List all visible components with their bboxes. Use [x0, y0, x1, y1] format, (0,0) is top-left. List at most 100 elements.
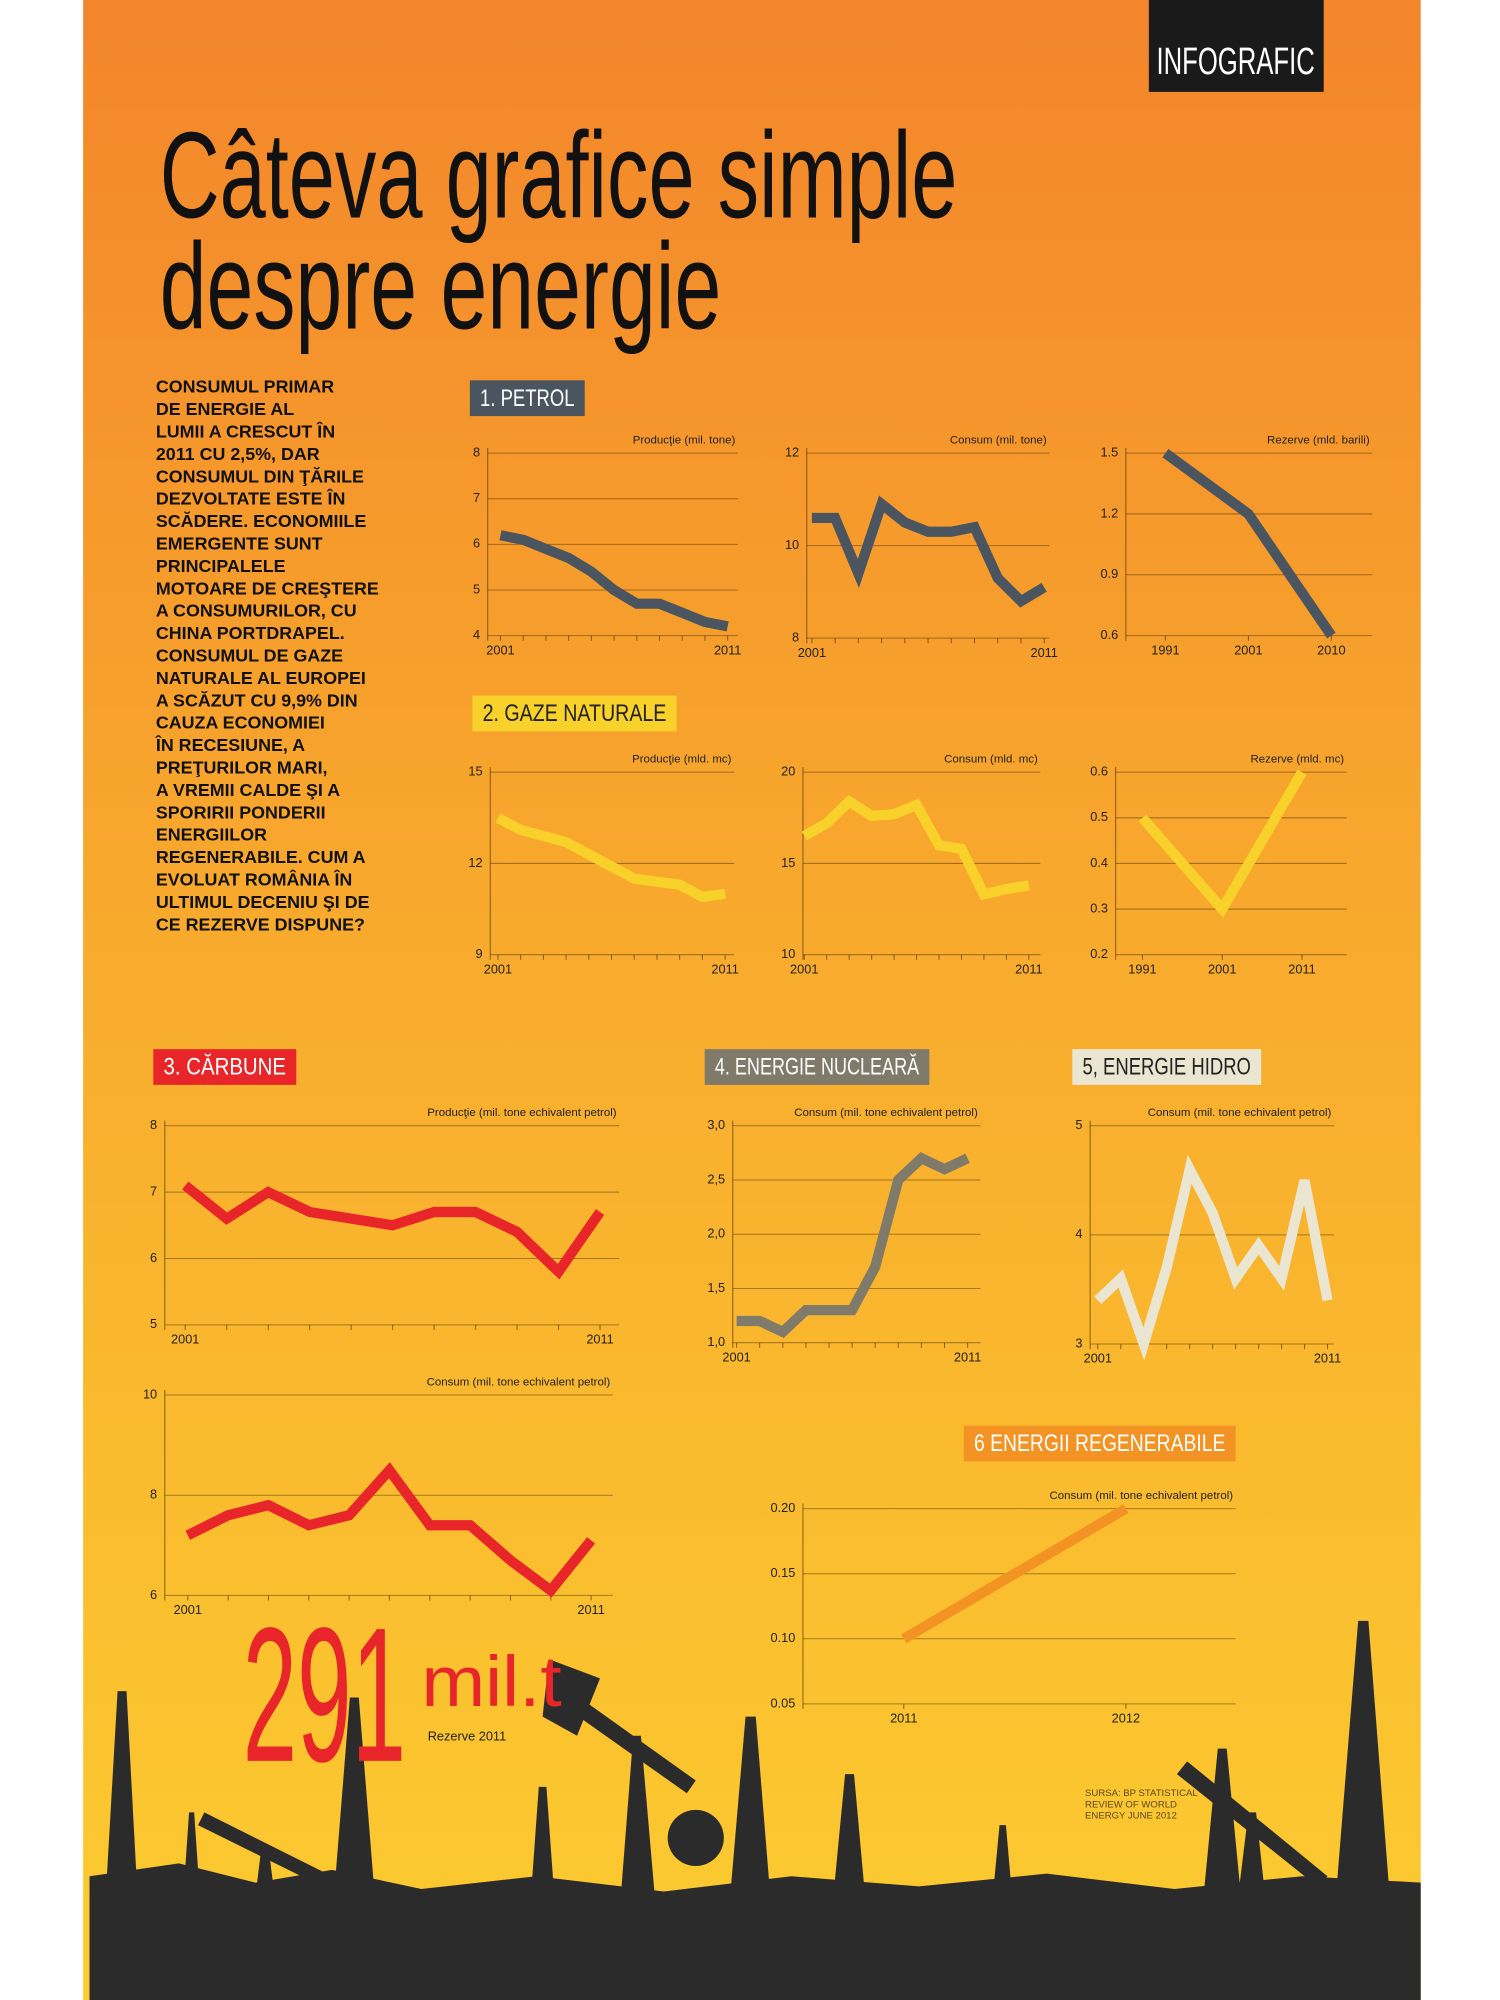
- y-tick-label: 5: [1075, 1117, 1082, 1132]
- data-line: [1138, 769, 1307, 918]
- intro-line: SCĂDERE. ECONOMIILE: [156, 510, 366, 531]
- section-box: [704, 1049, 930, 1085]
- x-tick-label: 2001: [171, 1332, 199, 1347]
- pumpjack: [542, 1659, 724, 2000]
- x-tick-label: 2001: [486, 642, 514, 657]
- x-tick-label: 2001: [1084, 1351, 1112, 1366]
- y-axis-label: Producţie (mil. tone): [633, 434, 736, 446]
- y-tick-label: 10: [785, 537, 799, 552]
- title-line: despre energie: [160, 217, 722, 354]
- y-axis-label: Producţie (mil. tone echivalent petrol): [427, 1107, 617, 1119]
- data-line: [811, 495, 1047, 608]
- derrick: [99, 1691, 144, 2000]
- x-tick-label: 2001: [790, 961, 818, 976]
- y-tick-label: 8: [150, 1487, 157, 1502]
- y-tick-label: 20: [781, 764, 795, 779]
- derrick: [721, 1716, 779, 2000]
- y-tick-label: 5: [473, 581, 480, 596]
- x-tick-label: 2011: [711, 961, 738, 976]
- y-axis-label: Consum (mil. tone echivalent petrol): [794, 1107, 978, 1119]
- y-tick-label: 8: [792, 630, 799, 645]
- y-tick-label: 15: [781, 855, 795, 870]
- intro-line: LUMII A CRESCUT ÎN: [156, 421, 335, 442]
- highlight-value: 291: [243, 1588, 406, 1802]
- tag-box: [1148, 0, 1324, 92]
- y-tick-label: 6: [150, 1587, 157, 1602]
- y-tick-label: 12: [785, 444, 799, 459]
- x-tick-label: 2001: [1208, 961, 1236, 976]
- x-tick-label: 2011: [1288, 961, 1315, 976]
- source-line: SURSA: BP STATISTICAL: [1085, 1788, 1198, 1799]
- y-tick-label: 0.2: [1090, 946, 1108, 961]
- section-box: [153, 1049, 297, 1085]
- intro-line: A SCĂZUT CU 9,9% DIN: [156, 689, 358, 710]
- y-tick-label: 4: [473, 627, 480, 642]
- intro-line: NATURALE AL EUROPEI: [156, 668, 366, 688]
- intro-line: PRINCIPALELE: [156, 556, 286, 576]
- x-tick-label: 2011: [1015, 961, 1042, 976]
- data-line: [182, 1181, 605, 1280]
- x-tick-label: 2011: [586, 1332, 613, 1347]
- chart: 0.05 0.10 0.15 0.20 2011 2012 Consum (mil. ton…: [770, 1490, 1236, 1726]
- section-box: [963, 1425, 1236, 1462]
- y-tick-label: 1.5: [1100, 444, 1118, 459]
- intro-line: EVOLUAT ROMÂNIA ÎN: [156, 869, 352, 890]
- y-tick-label: 5: [150, 1316, 157, 1331]
- y-tick-label: 8: [473, 444, 480, 459]
- intro-line: REGENERABILE. CUM A: [156, 847, 366, 867]
- highlight-label: Rezerve 2011: [428, 1728, 506, 1743]
- y-axis-label: Consum (mld. mc): [944, 753, 1038, 765]
- x-tick-label: 2011: [890, 1711, 917, 1726]
- y-tick-label: 8: [150, 1117, 157, 1132]
- chart: 9 12 15 2001 2011 Producţie (mld. mc): [468, 753, 738, 976]
- section-title: 6 ENERGII REGENERABILE: [974, 1430, 1225, 1457]
- y-tick-label: 0.15: [770, 1565, 795, 1580]
- data-line: [801, 794, 1030, 901]
- intro-line: A CONSUMURILOR, CU: [156, 601, 357, 621]
- y-axis-label: Rezerve (mld. mc): [1250, 753, 1344, 765]
- section-box: [472, 695, 677, 732]
- intro-line: CHINA PORTDRAPEL.: [156, 623, 345, 643]
- y-axis-label: Consum (mil. tone echivalent petrol): [427, 1376, 611, 1388]
- pumpjack: [197, 1812, 349, 2000]
- chart: 4 5 6 7 8 2001 2011 Producţie (mil. tone): [473, 434, 741, 657]
- intro-line: PREŢURILOR MARI,: [156, 758, 328, 778]
- x-tick-label: 1991: [1128, 961, 1156, 976]
- x-tick-label: 2010: [1317, 642, 1345, 657]
- intro-line: ENERGIILOR: [156, 825, 267, 845]
- y-axis-label: Producţie (mld. mc): [632, 753, 732, 765]
- data-line: [1162, 448, 1336, 639]
- chart: 1,0 1,5 2,0 2,5 3,0 2001 2011 Consum (mil. tone…: [707, 1107, 981, 1364]
- x-tick-label: 2001: [798, 645, 826, 660]
- y-tick-label: 0.5: [1090, 809, 1108, 824]
- y-tick-label: 3,0: [707, 1117, 725, 1132]
- section-box: [469, 380, 585, 417]
- y-tick-label: 12: [468, 855, 482, 870]
- data-line: [185, 1462, 596, 1598]
- y-tick-label: 3: [1075, 1335, 1082, 1350]
- source-line: ENERGY JUNE 2012: [1085, 1811, 1177, 1822]
- intro-line: CONSUMUL DIN ŢĂRILE: [156, 465, 364, 486]
- source-line: REVIEW OF WORLD: [1085, 1799, 1177, 1810]
- y-tick-label: 15: [468, 764, 482, 779]
- y-tick-label: 7: [473, 490, 480, 505]
- section-title: 4. ENERGIE NUCLEARĂ: [715, 1054, 920, 1081]
- y-tick-label: 9: [476, 946, 483, 961]
- data-line: [1094, 1154, 1333, 1361]
- y-tick-label: 10: [143, 1386, 157, 1401]
- chart: 10 15 20 2001 2011 Consum (mld. mc): [781, 753, 1042, 976]
- chart: 8 10 12 2001 2011 Consum (mil. tone): [785, 434, 1058, 659]
- y-tick-label: 0.6: [1090, 764, 1108, 779]
- chart: 0.6 0.9 1.2 1.5 1991 2001 2010 Rezerve (mld. ba…: [1100, 434, 1373, 657]
- x-tick-label: 2001: [174, 1602, 202, 1617]
- y-axis-label: Rezerve (mld. barili): [1267, 434, 1370, 446]
- y-axis-label: Consum (mil. tone): [950, 434, 1047, 446]
- y-tick-label: 1,5: [707, 1280, 725, 1295]
- y-axis-label: Consum (mil. tone echivalent petrol): [1049, 1490, 1233, 1502]
- intro-line: CE REZERVE DISPUNE?: [156, 914, 365, 934]
- intro-line: SPORIRII PONDERII: [156, 802, 326, 822]
- background: [83, 0, 1421, 2000]
